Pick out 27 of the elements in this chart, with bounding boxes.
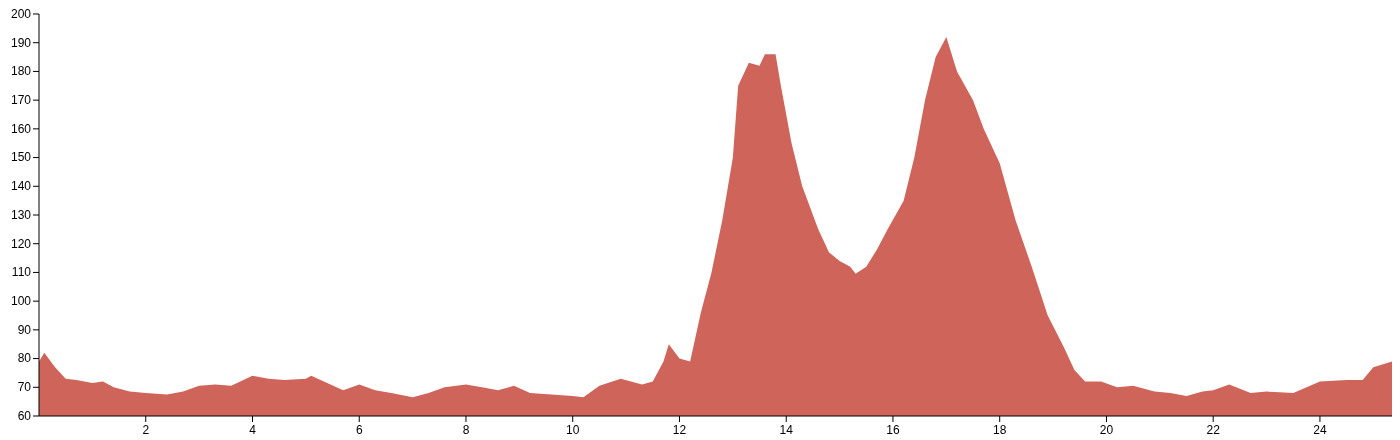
y-tick-label: 160 <box>10 121 32 136</box>
x-tick-label: 6 <box>355 423 363 437</box>
y-tick-label: 140 <box>10 179 32 194</box>
y-tick-label: 60 <box>17 408 32 423</box>
y-tick-label: 110 <box>11 265 32 280</box>
y-tick-label: 80 <box>17 351 32 366</box>
y-tick-label: 120 <box>10 236 32 251</box>
x-tick-label: 18 <box>993 423 1007 437</box>
x-tick-label: 24 <box>1313 423 1327 437</box>
x-tick-label: 10 <box>566 423 580 437</box>
x-tick-label: 22 <box>1206 423 1221 437</box>
x-tick-label: 12 <box>672 423 687 437</box>
y-tick-label: 100 <box>10 293 32 308</box>
x-tick-label: 4 <box>249 423 257 437</box>
x-tick-label: 2 <box>142 423 150 437</box>
y-tick-label: 70 <box>17 380 32 395</box>
x-tick-label: 20 <box>1099 423 1114 437</box>
y-tick-label: 170 <box>10 92 32 107</box>
x-tick-label: 14 <box>779 423 794 437</box>
y-tick-label: 180 <box>10 64 32 79</box>
x-tick-label: 16 <box>886 423 900 437</box>
x-tick-label: 8 <box>462 423 470 437</box>
y-tick-label: 90 <box>17 322 32 337</box>
y-tick-label: 190 <box>10 35 32 50</box>
y-tick-label: 150 <box>10 150 32 165</box>
y-tick-label: 130 <box>10 207 32 222</box>
y-tick-label: 200 <box>10 6 32 21</box>
